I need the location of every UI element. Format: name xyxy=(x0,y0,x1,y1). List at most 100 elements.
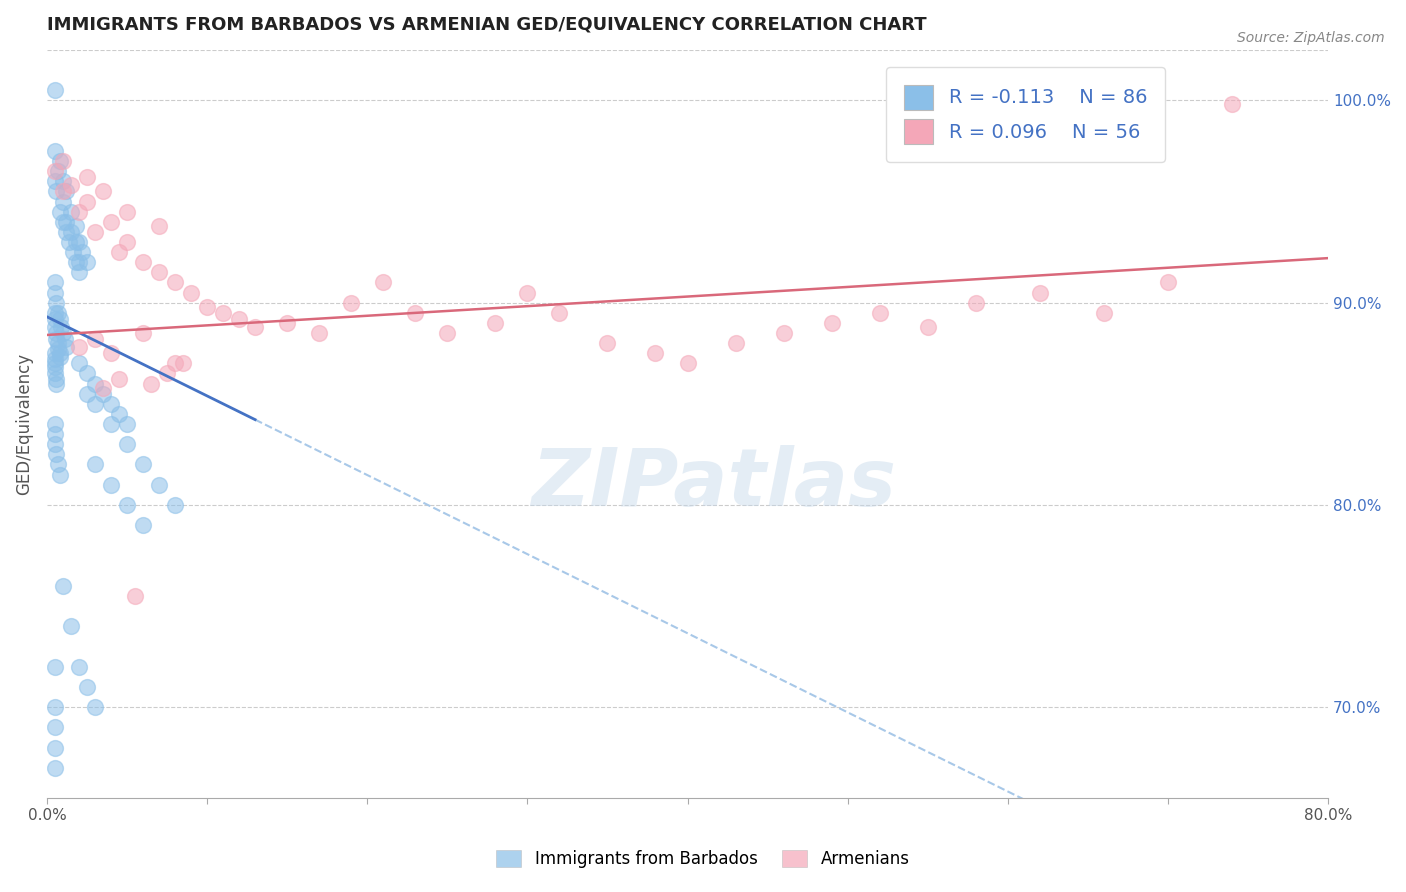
Point xyxy=(44,346,66,360)
Point xyxy=(76,680,98,694)
Legend: Immigrants from Barbados, Armenians: Immigrants from Barbados, Armenians xyxy=(489,843,917,875)
Point xyxy=(52,194,75,209)
Point xyxy=(132,518,155,533)
Point xyxy=(76,255,98,269)
Point xyxy=(163,276,186,290)
Point xyxy=(172,356,194,370)
Point xyxy=(484,316,506,330)
Point xyxy=(115,417,138,431)
Point xyxy=(340,295,363,310)
Point xyxy=(243,319,266,334)
Point xyxy=(91,386,114,401)
Point xyxy=(1029,285,1052,300)
Point xyxy=(44,720,66,734)
Point xyxy=(48,204,70,219)
Point xyxy=(44,700,66,714)
Point xyxy=(404,306,426,320)
Point xyxy=(84,397,107,411)
Point xyxy=(91,185,114,199)
Point xyxy=(148,477,170,491)
Point xyxy=(44,740,66,755)
Point xyxy=(100,417,122,431)
Point xyxy=(869,306,891,320)
Point xyxy=(55,225,77,239)
Point xyxy=(100,346,122,360)
Point xyxy=(212,306,235,320)
Point xyxy=(132,255,155,269)
Legend: R = -0.113    N = 86, R = 0.096    N = 56: R = -0.113 N = 86, R = 0.096 N = 56 xyxy=(886,67,1164,161)
Point xyxy=(45,326,67,340)
Point xyxy=(55,185,77,199)
Point xyxy=(163,356,186,370)
Point xyxy=(44,319,66,334)
Point xyxy=(52,579,75,593)
Text: Source: ZipAtlas.com: Source: ZipAtlas.com xyxy=(1237,31,1385,45)
Point xyxy=(84,458,107,472)
Point xyxy=(1157,276,1180,290)
Point xyxy=(46,336,69,351)
Point xyxy=(821,316,844,330)
Point xyxy=(115,498,138,512)
Point xyxy=(132,458,155,472)
Point xyxy=(44,356,66,370)
Point xyxy=(67,204,90,219)
Point xyxy=(108,372,131,386)
Point xyxy=(148,265,170,279)
Point xyxy=(48,350,70,364)
Point xyxy=(148,219,170,233)
Point xyxy=(45,376,67,391)
Point xyxy=(115,204,138,219)
Point xyxy=(965,295,987,310)
Point xyxy=(44,761,66,775)
Point xyxy=(373,276,395,290)
Point xyxy=(46,164,69,178)
Point xyxy=(132,326,155,340)
Point xyxy=(124,589,146,603)
Point xyxy=(44,417,66,431)
Point xyxy=(108,245,131,260)
Point xyxy=(100,397,122,411)
Point xyxy=(45,332,67,346)
Point xyxy=(62,245,84,260)
Point xyxy=(58,235,80,249)
Point xyxy=(76,367,98,381)
Point xyxy=(115,437,138,451)
Point xyxy=(91,380,114,394)
Point xyxy=(516,285,538,300)
Point xyxy=(308,326,330,340)
Point xyxy=(46,458,69,472)
Point xyxy=(59,225,82,239)
Point xyxy=(67,265,90,279)
Point xyxy=(644,346,666,360)
Point xyxy=(548,306,571,320)
Point xyxy=(84,376,107,391)
Point xyxy=(44,164,66,178)
Point xyxy=(76,194,98,209)
Point xyxy=(44,367,66,381)
Point xyxy=(163,498,186,512)
Text: IMMIGRANTS FROM BARBADOS VS ARMENIAN GED/EQUIVALENCY CORRELATION CHART: IMMIGRANTS FROM BARBADOS VS ARMENIAN GED… xyxy=(46,15,927,33)
Point xyxy=(67,340,90,354)
Point xyxy=(76,170,98,185)
Point xyxy=(76,386,98,401)
Point xyxy=(65,219,87,233)
Point xyxy=(48,467,70,482)
Point xyxy=(65,235,87,249)
Point xyxy=(52,174,75,188)
Point xyxy=(44,174,66,188)
Point xyxy=(108,407,131,421)
Point xyxy=(44,306,66,320)
Point xyxy=(44,285,66,300)
Point xyxy=(139,376,162,391)
Point xyxy=(676,356,699,370)
Point xyxy=(44,659,66,673)
Point xyxy=(45,447,67,461)
Point xyxy=(596,336,619,351)
Point xyxy=(44,427,66,442)
Point xyxy=(67,356,90,370)
Point xyxy=(180,285,202,300)
Point xyxy=(67,235,90,249)
Point xyxy=(44,311,66,326)
Point xyxy=(84,225,107,239)
Point xyxy=(84,332,107,346)
